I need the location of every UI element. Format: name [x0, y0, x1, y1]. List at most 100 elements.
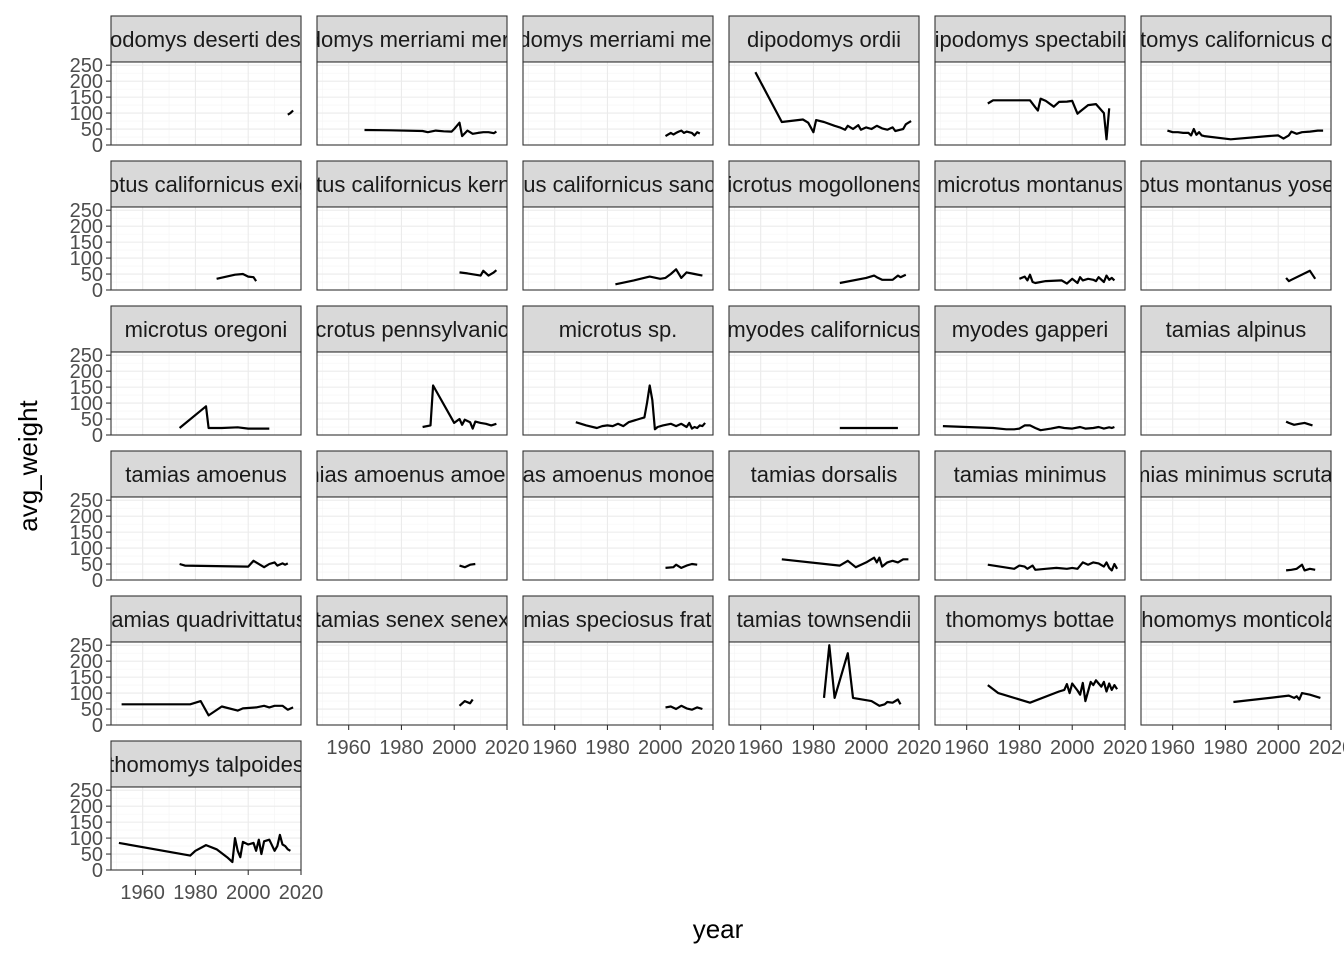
- y-tick-label: 250: [70, 200, 103, 222]
- y-tick-label: 150: [70, 232, 103, 254]
- series-line: [665, 562, 698, 569]
- panel-border: [522, 496, 714, 581]
- facet-strip: [728, 450, 920, 498]
- facet-panel: myodes gapperi: [934, 305, 1126, 436]
- panel-border: [522, 206, 714, 291]
- facet-strip: [1140, 450, 1332, 498]
- panel-background: [111, 497, 301, 580]
- panel-border: [522, 641, 714, 726]
- facet-strip: [316, 305, 508, 353]
- x-tick-label: 2000: [844, 737, 889, 759]
- panel-background: [1141, 642, 1331, 725]
- panel-background: [111, 62, 301, 145]
- facet-panel: tamias townsendii 1960 1980 2000 2020: [728, 595, 942, 759]
- panel-background: [317, 642, 507, 725]
- facet-strip: [522, 450, 714, 498]
- panel-background: [729, 207, 919, 290]
- y-axis-title: avg_weight: [13, 399, 43, 531]
- panel-background: [523, 207, 713, 290]
- facet-strip: [522, 160, 714, 208]
- facet-strip-label: myodes californicus: [727, 317, 920, 342]
- facet-panel: dipodomys merriami mearnsi: [477, 15, 759, 146]
- facet-panel: dipodomys ordii: [728, 15, 920, 146]
- x-tick-label: 2020: [279, 882, 324, 904]
- x-tick-label: 1960: [944, 737, 989, 759]
- facet-strip: [728, 15, 920, 63]
- facet-strip-label: microtus californicus sanctidiegi: [463, 172, 772, 197]
- facet-panel: microtus mogollonensis: [728, 160, 920, 291]
- panel-background: [111, 207, 301, 290]
- panel-border: [110, 496, 302, 581]
- facet-panel: microtus montanus: [934, 160, 1126, 291]
- facet-panel: thomomys monticola 1960 1980 2000 2020: [1135, 595, 1344, 759]
- facet-strip: [110, 595, 302, 643]
- y-tick-label: 150: [70, 812, 103, 834]
- facet-strip-label: tamias speciosus frater: [505, 607, 731, 632]
- panel-border: [934, 641, 1126, 726]
- panel-border: [934, 496, 1126, 581]
- series-line: [178, 405, 270, 430]
- facet-panel: tamias minimus: [934, 450, 1126, 581]
- y-tick-label: 100: [70, 683, 103, 705]
- y-tick-label: 100: [70, 393, 103, 415]
- panel-border: [110, 786, 302, 871]
- x-tick-label: 2020: [1103, 737, 1148, 759]
- y-tick-label: 50: [81, 554, 103, 576]
- facet-panel: microtus californicus kernensis: [316, 160, 508, 291]
- facet-strip-label: microtus montanus yosemite: [1096, 172, 1344, 197]
- panel-border: [728, 61, 920, 146]
- series-line: [942, 424, 1115, 432]
- y-tick-label: 250: [70, 345, 103, 367]
- facet-strip-label: myodes gapperi: [952, 317, 1109, 342]
- facet-strip: [110, 305, 302, 353]
- series-line: [1233, 692, 1321, 704]
- facet-strip-label: dipodomys merriami merriami: [267, 27, 557, 52]
- series-line: [287, 109, 294, 116]
- panel-border: [728, 641, 920, 726]
- panel-border: [728, 206, 920, 291]
- x-axis-title: year: [693, 914, 744, 944]
- series-line: [121, 700, 294, 717]
- panel-border: [110, 61, 302, 146]
- facet-panel: tamias alpinus: [1140, 305, 1332, 436]
- x-tick-label: 1980: [173, 882, 218, 904]
- panel-border: [1140, 61, 1332, 146]
- panel-border: [110, 206, 302, 291]
- facet-strip-label: microtus sp.: [559, 317, 678, 342]
- y-tick-label: 0: [92, 425, 103, 447]
- facet-strip: [110, 15, 302, 63]
- panel-border: [316, 496, 508, 581]
- facet-strip-label: dipodomys deserti deserti: [81, 27, 332, 52]
- y-tick-label: 250: [70, 780, 103, 802]
- panel-border: [934, 351, 1126, 436]
- facet-panel: tamias dorsalis: [728, 450, 920, 581]
- panel-background: [523, 642, 713, 725]
- y-tick-label: 250: [70, 490, 103, 512]
- facet-strip-label: thomomys monticola: [1135, 607, 1338, 632]
- series-line: [458, 698, 474, 707]
- y-tick-label: 50: [81, 699, 103, 721]
- y-tick-label: 0: [92, 280, 103, 302]
- facet-strip: [522, 305, 714, 353]
- panel-background: [729, 642, 919, 725]
- series-line: [216, 272, 258, 282]
- facet-strip-label: dipodomys spectabilis: [922, 27, 1137, 52]
- panel-border: [1140, 206, 1332, 291]
- panels-layer: dipodomys deserti deserti050100150200250…: [70, 15, 1344, 904]
- facet-panel: microtus sp.: [522, 305, 714, 436]
- y-tick-label: 200: [70, 361, 103, 383]
- series-line: [987, 561, 1119, 572]
- x-tick-label: 1960: [738, 737, 783, 759]
- x-tick-label: 1980: [997, 737, 1042, 759]
- y-tick-label: 250: [70, 55, 103, 77]
- facet-strip-label: dipodomys merriami mearnsi: [477, 27, 759, 52]
- x-tick-label: 2000: [226, 882, 271, 904]
- panel-border: [1140, 351, 1332, 436]
- panel-border: [316, 206, 508, 291]
- facet-strip-label: microtus montanus: [937, 172, 1123, 197]
- panel-background: [729, 352, 919, 435]
- x-tick-label: 2020: [897, 737, 942, 759]
